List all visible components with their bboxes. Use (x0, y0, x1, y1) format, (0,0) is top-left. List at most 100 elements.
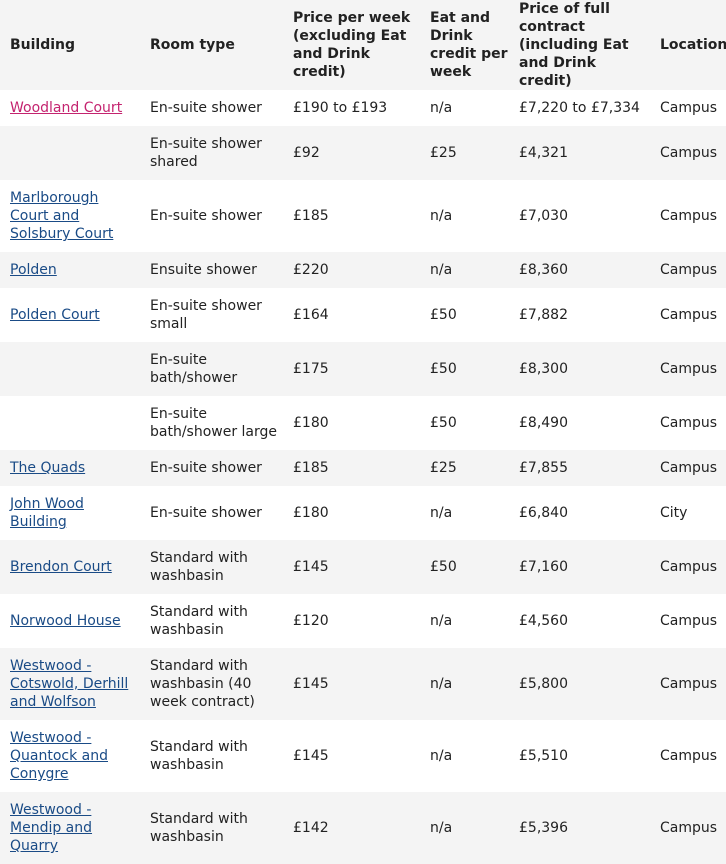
room-type-cell: En-suite shower shared (140, 126, 283, 180)
price-full-contract-cell: £7,855 (509, 450, 650, 486)
room-type-cell: En-suite shower (140, 486, 283, 540)
room-type-cell: En-suite bath/shower large (140, 396, 283, 450)
building-link[interactable]: Marlborough Court and Solsbury Court (10, 190, 114, 242)
table-row: The Quads En-suite shower £185 £25 £7,855 Cam… (0, 450, 726, 486)
price-full-contract-cell: £4,321 (509, 126, 650, 180)
room-type-cell: En-suite shower (140, 90, 283, 126)
price-full-contract-cell: £8,300 (509, 342, 650, 396)
price-per-week-cell: £142 (283, 792, 420, 864)
building-link[interactable]: Westwood - Mendip and Quarry (10, 802, 93, 854)
location-cell: Campus (650, 792, 726, 864)
table-row: Polden Court En-suite shower small £164 £50… (0, 288, 726, 342)
building-cell: Polden (0, 252, 140, 288)
location-cell: Campus (650, 126, 726, 180)
room-type-cell: Standard with washbasin (140, 594, 283, 648)
location-cell: Campus (650, 450, 726, 486)
price-full-contract-cell: £5,510 (509, 720, 650, 792)
table-row: Westwood - Quantock and Conygre Standard … (0, 720, 726, 792)
price-per-week-cell: £180 (283, 486, 420, 540)
price-full-contract-cell: £7,030 (509, 180, 650, 252)
location-cell: Campus (650, 648, 726, 720)
price-full-contract-cell: £5,396 (509, 792, 650, 864)
location-cell: Campus (650, 90, 726, 126)
room-type-cell: Standard with washbasin (140, 792, 283, 864)
price-full-contract-cell: £5,800 (509, 648, 650, 720)
location-cell: Campus (650, 180, 726, 252)
room-type-cell: En-suite shower small (140, 288, 283, 342)
price-per-week-cell: £185 (283, 180, 420, 252)
eat-drink-credit-cell: n/a (420, 180, 509, 252)
building-link[interactable]: Norwood House (10, 613, 121, 629)
building-cell: Westwood - Quantock and Conygre (0, 720, 140, 792)
room-type-cell: En-suite bath/shower (140, 342, 283, 396)
price-full-contract-cell: £7,160 (509, 540, 650, 594)
location-cell: Campus (650, 540, 726, 594)
building-cell: Westwood - Mendip and Quarry (0, 792, 140, 864)
header-eat-drink-credit: Eat and Drink credit per week (420, 0, 509, 90)
table-row: John Wood Building En-suite shower £180 n/a… (0, 486, 726, 540)
building-link[interactable]: Polden (10, 262, 57, 278)
eat-drink-credit-cell: £50 (420, 540, 509, 594)
table-body: Woodland Court En-suite shower £190 to £19… (0, 90, 726, 864)
building-cell (0, 342, 140, 396)
location-cell: City (650, 486, 726, 540)
price-per-week-cell: £145 (283, 648, 420, 720)
building-link[interactable]: The Quads (10, 460, 86, 476)
header-building: Building (0, 0, 140, 90)
building-cell (0, 126, 140, 180)
room-type-cell: Standard with washbasin (40 week contrac… (140, 648, 283, 720)
building-link[interactable]: Woodland Court (10, 100, 123, 116)
eat-drink-credit-cell: £50 (420, 396, 509, 450)
location-cell: Campus (650, 594, 726, 648)
table-header: Building Room type Price per week (exclu… (0, 0, 726, 90)
table-row: En-suite bath/shower £175 £50 £8,300 Campus (0, 342, 726, 396)
price-full-contract-cell: £6,840 (509, 486, 650, 540)
eat-drink-credit-cell: £25 (420, 126, 509, 180)
eat-drink-credit-cell: £25 (420, 450, 509, 486)
building-cell: John Wood Building (0, 486, 140, 540)
table-row: Polden Ensuite shower £220 n/a £8,360 Campus (0, 252, 726, 288)
table-row: Brendon Court Standard with washbasin £145… (0, 540, 726, 594)
location-cell: Campus (650, 396, 726, 450)
price-per-week-cell: £145 (283, 720, 420, 792)
location-cell: Campus (650, 720, 726, 792)
building-cell: The Quads (0, 450, 140, 486)
building-link[interactable]: Polden Court (10, 307, 100, 323)
eat-drink-credit-cell: n/a (420, 792, 509, 864)
price-per-week-cell: £190 to £193 (283, 90, 420, 126)
eat-drink-credit-cell: £50 (420, 288, 509, 342)
building-link[interactable]: Westwood - Quantock and Conygre (10, 730, 108, 782)
eat-drink-credit-cell: n/a (420, 594, 509, 648)
header-price-full-contract: Price of full contract (including Eat an… (509, 0, 650, 90)
location-cell: Campus (650, 342, 726, 396)
table-row: Woodland Court En-suite shower £190 to £19… (0, 90, 726, 126)
price-per-week-cell: £120 (283, 594, 420, 648)
location-cell: Campus (650, 252, 726, 288)
price-full-contract-cell: £8,490 (509, 396, 650, 450)
price-full-contract-cell: £4,560 (509, 594, 650, 648)
room-type-cell: Standard with washbasin (140, 720, 283, 792)
table-row: Westwood - Mendip and Quarry Standard wit… (0, 792, 726, 864)
price-per-week-cell: £220 (283, 252, 420, 288)
building-link[interactable]: John Wood Building (10, 496, 84, 530)
price-per-week-cell: £145 (283, 540, 420, 594)
price-per-week-cell: £180 (283, 396, 420, 450)
building-link[interactable]: Westwood - Cotswold, Derhill and Wolfson (10, 658, 129, 710)
building-link[interactable]: Brendon Court (10, 559, 112, 575)
header-row: Building Room type Price per week (exclu… (0, 0, 726, 90)
room-type-cell: Ensuite shower (140, 252, 283, 288)
price-full-contract-cell: £7,220 to £7,334 (509, 90, 650, 126)
price-full-contract-cell: £8,360 (509, 252, 650, 288)
eat-drink-credit-cell: n/a (420, 486, 509, 540)
price-per-week-cell: £175 (283, 342, 420, 396)
header-room-type: Room type (140, 0, 283, 90)
table-row: Westwood - Cotswold, Derhill and Wolfson… (0, 648, 726, 720)
price-full-contract-cell: £7,882 (509, 288, 650, 342)
room-type-cell: En-suite shower (140, 180, 283, 252)
eat-drink-credit-cell: n/a (420, 90, 509, 126)
header-location: Location (650, 0, 726, 90)
table-row: En-suite bath/shower large £180 £50 £8,490 C… (0, 396, 726, 450)
eat-drink-credit-cell: £50 (420, 342, 509, 396)
building-cell: Polden Court (0, 288, 140, 342)
